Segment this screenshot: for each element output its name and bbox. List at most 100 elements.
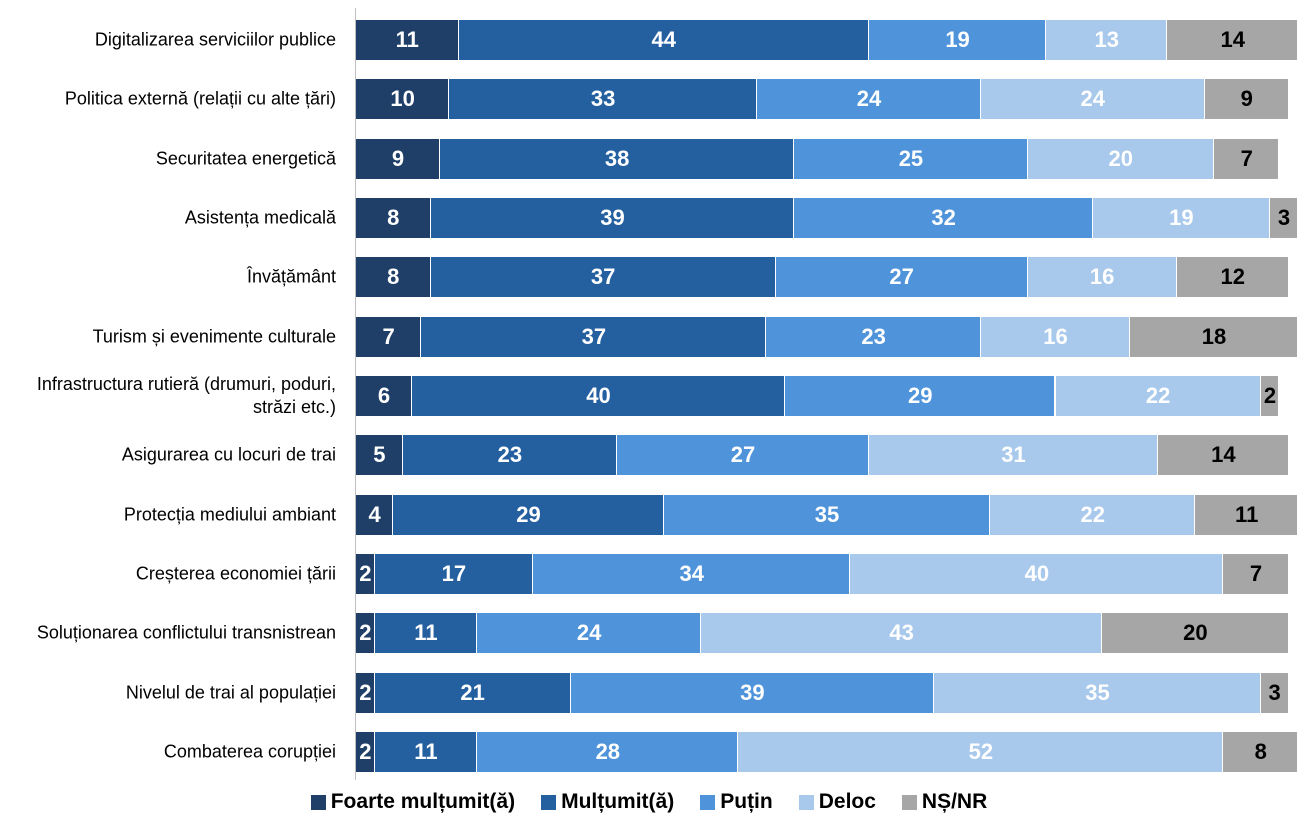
value-label: 17 xyxy=(441,561,467,586)
category-label: Protecția mediului ambiant xyxy=(123,504,336,525)
value-label: 4 xyxy=(368,501,381,527)
value-label: 31 xyxy=(1001,442,1026,468)
bar-segment xyxy=(1223,554,1289,594)
category-label: Creșterea economiei țării xyxy=(135,563,336,584)
value-label: 32 xyxy=(931,205,956,230)
value-label: 19 xyxy=(945,27,970,52)
legend-swatch xyxy=(541,794,557,810)
value-label: 11 xyxy=(1235,501,1259,527)
bar-segment xyxy=(1176,257,1289,298)
bar-segment xyxy=(430,257,776,298)
bar-segment xyxy=(356,494,394,535)
bar-segment xyxy=(1130,316,1298,357)
value-label: 52 xyxy=(968,739,994,764)
bar-segment xyxy=(775,257,1028,298)
value-label: 43 xyxy=(889,620,914,646)
bar-segment xyxy=(439,138,795,179)
value-label: 38 xyxy=(604,145,630,171)
bar-segment xyxy=(356,732,375,772)
bar-segment xyxy=(356,316,422,357)
legend-label: NȘ/NR xyxy=(921,790,988,813)
bar-segment xyxy=(1055,376,1261,416)
value-label: 8 xyxy=(1254,739,1267,764)
bar-segment xyxy=(990,494,1196,535)
bar-segment xyxy=(980,79,1205,120)
value-label: 8 xyxy=(387,264,400,290)
bar-segment xyxy=(421,316,767,357)
bar-segment xyxy=(794,198,1093,238)
value-label: 2 xyxy=(359,561,372,586)
legend-swatch xyxy=(798,794,814,810)
category-label: Soluționarea conflictului transnistrean xyxy=(36,622,336,643)
value-label: 23 xyxy=(497,442,523,468)
value-label: 39 xyxy=(600,205,625,230)
bar-segment xyxy=(738,732,1224,772)
value-label: 37 xyxy=(590,264,616,290)
bar-segment xyxy=(701,613,1103,654)
value-label: 19 xyxy=(1169,205,1194,230)
bar-segment xyxy=(411,376,786,416)
value-label: 20 xyxy=(1183,620,1208,646)
bar-segment xyxy=(356,672,375,713)
bar-segment xyxy=(1204,79,1289,120)
bar-segment xyxy=(458,20,869,60)
category-label: Asigurarea cu locuri de trai xyxy=(121,444,336,465)
bar-segment xyxy=(356,198,431,238)
legend-label: Deloc xyxy=(818,790,876,813)
bar-segment xyxy=(980,316,1131,357)
value-label: 12 xyxy=(1220,264,1245,290)
value-label: 2 xyxy=(359,739,372,764)
value-label: 16 xyxy=(1043,323,1068,349)
bar-segment xyxy=(1027,138,1215,179)
value-label: 35 xyxy=(814,501,840,527)
value-label: 28 xyxy=(595,739,621,764)
bar-segment xyxy=(356,257,431,298)
legend-swatch xyxy=(310,794,326,810)
category-label: Infrastructura rutieră (drumuri, poduri,… xyxy=(36,374,336,417)
legend-label: Puțin xyxy=(720,790,773,813)
value-label: 2 xyxy=(1263,383,1277,408)
legend-label: Foarte mulțumit(ă) xyxy=(330,790,516,813)
value-label: 40 xyxy=(586,383,611,408)
bar-segment xyxy=(1195,494,1298,535)
value-label: 11 xyxy=(414,620,438,646)
legend-item: Foarte mulțumit(ă) xyxy=(310,790,516,814)
value-label: 29 xyxy=(516,501,541,527)
value-label: 18 xyxy=(1201,323,1227,349)
value-label: 11 xyxy=(414,739,438,764)
bar-segment xyxy=(1167,20,1298,60)
bar-segment xyxy=(1102,613,1289,654)
bar-segment xyxy=(868,435,1159,476)
legend-item: Deloc xyxy=(798,790,876,814)
value-label: 13 xyxy=(1094,27,1120,52)
value-label: 10 xyxy=(390,86,415,112)
bar-segment xyxy=(356,554,375,594)
bar-segment xyxy=(374,732,478,772)
value-label: 2 xyxy=(359,679,372,705)
value-label: 16 xyxy=(1089,264,1115,290)
value-label: 7 xyxy=(1249,561,1263,586)
category-label: Digitalizarea serviciilor publice xyxy=(94,29,336,50)
bar-segment xyxy=(1158,435,1289,476)
value-label: 11 xyxy=(395,27,419,52)
legend-label: Mulțumit(ă) xyxy=(561,790,675,813)
bar-segment xyxy=(617,435,869,476)
value-label: 24 xyxy=(856,86,882,112)
value-label: 24 xyxy=(1080,86,1106,112)
value-label: 2 xyxy=(359,620,372,646)
legend-swatch xyxy=(901,794,917,810)
bar-segment xyxy=(1092,198,1270,238)
bar-segment xyxy=(1214,138,1280,179)
legend-item: NȘ/NR xyxy=(901,790,988,814)
value-label: 3 xyxy=(1268,679,1281,705)
value-label: 27 xyxy=(889,264,914,290)
bar-segment xyxy=(934,672,1261,713)
value-label: 44 xyxy=(651,27,677,52)
value-label: 24 xyxy=(576,620,602,646)
bar-segment xyxy=(477,732,739,772)
bar-segment xyxy=(356,20,459,60)
bar-segment xyxy=(356,79,450,120)
bar-segment xyxy=(850,554,1224,594)
category-label: Învățământ xyxy=(246,266,336,287)
